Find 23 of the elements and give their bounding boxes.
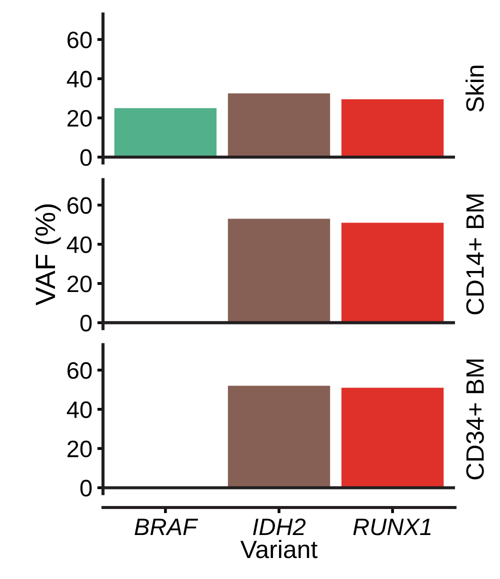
y-tick-label: 40 bbox=[66, 401, 92, 418]
y-tick-label: 20 bbox=[68, 110, 92, 127]
x-tick-label: IDH2 bbox=[253, 518, 306, 536]
y-tick-label: 40 bbox=[66, 70, 92, 88]
x-tick-label: RUNX1 bbox=[353, 518, 431, 536]
y-tick-label: 0 bbox=[80, 480, 92, 497]
y-tick-label: 20 bbox=[68, 276, 92, 292]
x-axis-title: Variant bbox=[240, 540, 318, 558]
y-tick-label: 0 bbox=[80, 314, 92, 332]
y-tick-label: 60 bbox=[68, 362, 92, 379]
y-tick-label: 40 bbox=[66, 236, 92, 254]
x-tick-label: BRAF bbox=[134, 518, 198, 536]
bar bbox=[114, 108, 217, 158]
y-tick-label: 60 bbox=[68, 32, 92, 48]
text: CD34+ BM bbox=[466, 360, 484, 480]
bar bbox=[228, 93, 330, 158]
y-axis-title: VAF (%) bbox=[34, 204, 61, 306]
y-tick-label: 0 bbox=[80, 149, 92, 166]
text: CD14+ BM bbox=[466, 194, 484, 314]
y-tick-label: 60 bbox=[68, 197, 92, 214]
bar bbox=[341, 99, 444, 158]
y-tick-label: 20 bbox=[68, 440, 92, 458]
text: Skin bbox=[466, 66, 484, 112]
